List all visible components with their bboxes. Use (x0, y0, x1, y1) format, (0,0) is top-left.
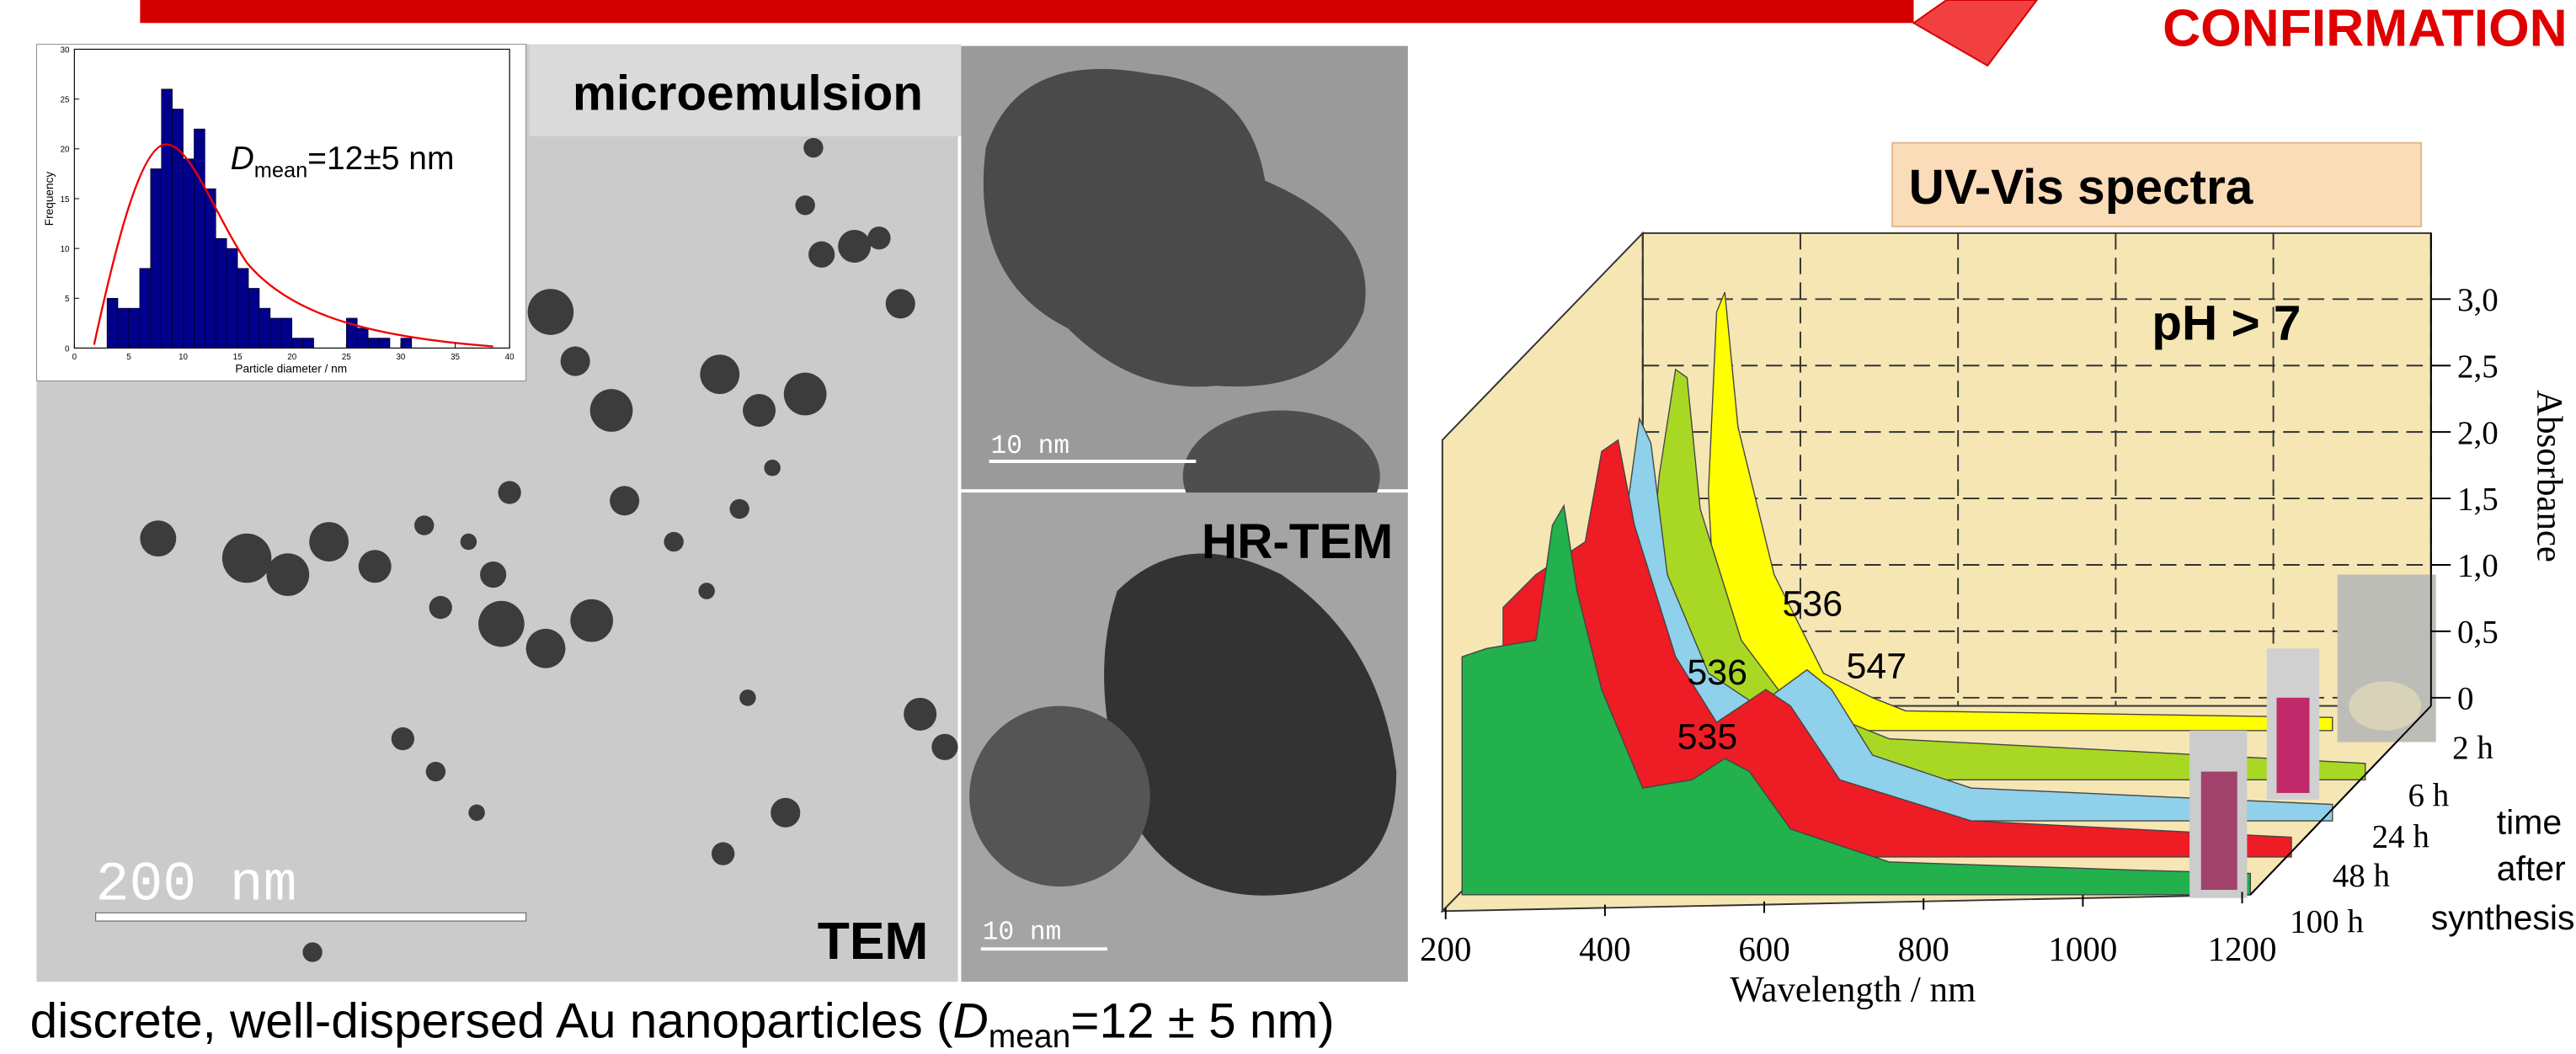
bar (357, 328, 368, 349)
bar (401, 338, 412, 349)
bar (162, 89, 173, 349)
bar (173, 109, 184, 348)
x-tick-label: 25 (342, 353, 351, 362)
bar (303, 338, 314, 349)
x-tick-label: 1000 (2048, 930, 2117, 968)
bar (227, 248, 237, 348)
x-tick-label: 0 (72, 353, 77, 362)
subscript: mean (989, 1019, 1071, 1054)
bar (205, 189, 216, 348)
scale-label: 200 nm (96, 854, 297, 917)
scale-label: 10 nm (991, 432, 1070, 461)
x-axis-label: Particle diameter / nm (235, 363, 347, 375)
bar (107, 298, 118, 348)
bar (292, 338, 303, 349)
arrow (1914, 0, 2037, 66)
caption-value: =12 ± 5 nm) (1070, 993, 1334, 1048)
x-tick-label: 1200 (2208, 930, 2277, 968)
x-tick-label: 800 (1898, 930, 1949, 968)
peak-label: 547 (1847, 646, 1907, 686)
y-tick-label: 1,5 (2457, 482, 2499, 518)
x-tick-label: 400 (1579, 930, 1630, 968)
x-tick-label: 35 (451, 353, 460, 362)
x-tick-label: 20 (287, 353, 296, 362)
y-axis-label: Frequency (43, 172, 56, 226)
scale-label: 10 nm (983, 918, 1062, 947)
hrtem-label: HR-TEM (1202, 514, 1393, 569)
bar (368, 338, 379, 349)
x-tick-label: 5 (126, 353, 131, 362)
tem-label: TEM (818, 913, 929, 971)
bar (237, 269, 248, 349)
x-tick-label: 40 (505, 353, 515, 362)
x-axis-label: Wavelength / nm (1730, 971, 1976, 1010)
bar (216, 238, 227, 348)
y-tick-label: 15 (61, 195, 70, 205)
y-tick-label: 20 (61, 146, 70, 155)
peak-label: 536 (1687, 652, 1747, 693)
time-label: 48 h (2333, 858, 2390, 894)
bar (184, 159, 195, 349)
subscript: mean (254, 159, 307, 183)
y-axis-label: Absorbance (2530, 390, 2569, 562)
y-tick-label: 0 (65, 344, 70, 354)
y-tick-label: 25 (61, 96, 70, 105)
y-tick-label: 2,0 (2457, 415, 2499, 451)
y-tick-label: 0 (2457, 680, 2473, 716)
hrtem-image: 10 nm 10 nm HR-TEM (961, 46, 1407, 982)
time-label: 6 h (2408, 778, 2450, 814)
y-tick-label: 0,5 (2457, 615, 2499, 651)
x-tick-label: 15 (233, 353, 243, 362)
bar (140, 269, 151, 349)
x-tick-label: 30 (396, 353, 405, 362)
bar (379, 338, 390, 349)
y-tick-label: 3,0 (2457, 282, 2499, 318)
symbol: D (231, 141, 254, 177)
y-tick-label: 1,0 (2457, 548, 2499, 584)
annotation-text: =12±5 nm (307, 141, 454, 177)
spectra-plot: UV-Vis spectra pH > 7 Wavelength / nm Ab… (1420, 143, 2574, 1010)
bar (270, 318, 281, 348)
bar (248, 288, 259, 348)
bar (281, 318, 292, 348)
y-tick-label: 5 (65, 295, 70, 304)
method-label: microemulsion (573, 67, 923, 121)
confirmation: CONFIRMATION (2163, 0, 2568, 58)
bar (151, 168, 162, 348)
symbol: D (952, 993, 988, 1048)
bar (194, 129, 205, 348)
histogram: Frequency Particle diameter / nm Dmean=1… (36, 45, 525, 381)
banner (140, 0, 1913, 23)
bar (118, 308, 129, 348)
peak-label: 535 (1677, 716, 1738, 757)
y-tick-label: 10 (61, 245, 70, 254)
bar (259, 308, 270, 348)
time-label: 2 h (2452, 730, 2493, 766)
x-tick-label: 10 (179, 353, 188, 362)
bar (129, 308, 140, 348)
y-tick-label: 30 (61, 45, 70, 55)
time-label: 24 h (2372, 818, 2429, 854)
time-axis-label: after (2497, 849, 2566, 887)
time-label: 100 h (2290, 904, 2364, 940)
x-tick-label: 200 (1420, 930, 1471, 968)
caption: discrete, well-dispersed Au nanoparticle… (30, 993, 1335, 1054)
time-axis-label: synthesis (2431, 898, 2575, 937)
caption-text: discrete, well-dispersed Au nanoparticle… (30, 993, 953, 1048)
peak-label: 536 (1782, 583, 1843, 624)
x-tick-label: 600 (1738, 930, 1789, 968)
slide: CONFIRMATION 200 nm TEM microemulsion 10… (0, 0, 2576, 1054)
y-tick-label: 2,5 (2457, 349, 2499, 385)
spectra-title: UV-Vis spectra (1909, 160, 2253, 215)
condition: pH > 7 (2152, 296, 2301, 351)
time-axis-label: time (2497, 803, 2562, 842)
